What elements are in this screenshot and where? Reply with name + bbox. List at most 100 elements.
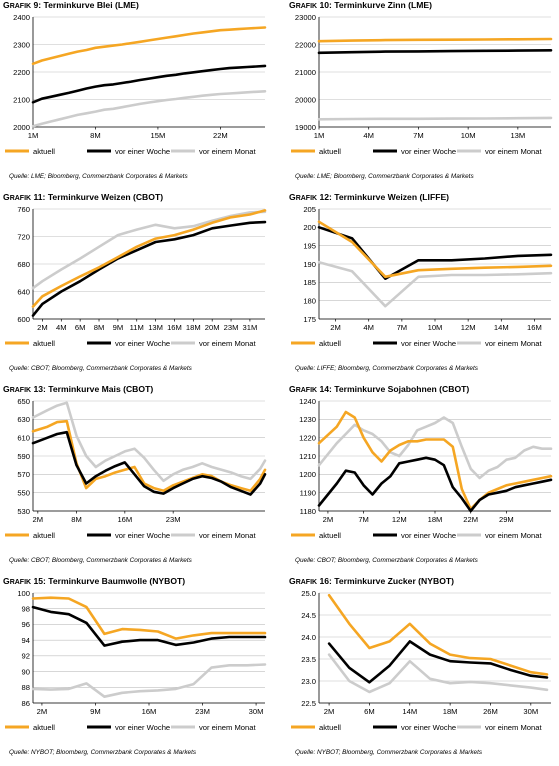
x-tick-label: 20M — [205, 323, 220, 332]
x-tick-label: 10M — [428, 323, 443, 332]
y-tick-label: 195 — [303, 241, 316, 250]
y-tick-label: 92 — [22, 652, 30, 661]
x-tick-label: 23M — [195, 707, 210, 716]
series-line-vor-einer-Woche — [317, 456, 553, 513]
y-tick-label: 760 — [17, 205, 30, 214]
series-line-aktuell — [31, 26, 267, 66]
x-tick-label: 6M — [75, 323, 86, 332]
y-tick-label: 1230 — [299, 415, 316, 424]
chart-title-number: 10: — [317, 0, 335, 10]
y-tick-label: 22000 — [295, 40, 316, 49]
x-tick-label: 7M — [397, 323, 408, 332]
chart-svg: 2000 2100 2200 2300 2400 1M 8M 15M 22M aktuell vor… — [5, 13, 267, 156]
chart-panel-g11: GRAFIK 11: Terminkurve Weizen (CBOT) 600 6… — [3, 192, 273, 382]
y-tick-label: 200 — [303, 223, 316, 232]
x-tick-label: 4M — [363, 323, 374, 332]
y-tick-label: 610 — [17, 433, 30, 442]
y-tick-label: 100 — [17, 589, 30, 598]
legend-label: vor einer Woche — [115, 147, 170, 156]
x-tick-label: 22M — [463, 515, 478, 524]
x-tick-label: 7M — [358, 515, 369, 524]
y-tick-label: 640 — [17, 287, 30, 296]
series-line-vor-einem-Monat — [317, 416, 553, 480]
x-tick-label: 9M — [90, 707, 101, 716]
series-line-vor-einem-Monat — [327, 653, 549, 694]
x-tick-label: 2M — [323, 515, 334, 524]
y-tick-label: 94 — [22, 636, 30, 645]
x-tick-label: 22M — [213, 131, 228, 140]
chart-title: GRAFIK 9: Terminkurve Blei (LME) — [3, 0, 139, 10]
y-tick-label: 19000 — [295, 123, 316, 132]
y-tick-label: 2200 — [13, 68, 30, 77]
x-tick-label: 31M — [243, 323, 258, 332]
chart-panel-g12: GRAFIK 12: Terminkurve Weizen (LIFFE) 175… — [289, 192, 559, 382]
chart-source: Quelle: CBOT; Bloomberg, Commerzbank Cor… — [295, 557, 478, 564]
y-tick-label: 185 — [303, 278, 316, 287]
chart-svg: 22.5 23.0 23.5 24.0 24.5 25.0 2M 6M 14M 18M 26M 30M… — [291, 589, 551, 732]
chart-source: Quelle: CBOT; Bloomberg, Commerzbank Cor… — [9, 557, 192, 564]
legend-label: vor einem Monat — [199, 531, 256, 540]
y-tick-label: 22.5 — [301, 699, 316, 708]
series-line-vor-einem-Monat — [31, 663, 267, 698]
x-tick-label: 15M — [151, 131, 166, 140]
legend: aktuell vor einer Woche vor einem Monat — [291, 147, 542, 156]
y-tick-label: 205 — [303, 205, 316, 214]
series-line-aktuell — [31, 596, 267, 640]
chart-svg: 86 88 90 92 94 96 98 100 2M 9M 16M 23M 30M aktuell vor… — [5, 589, 267, 732]
x-tick-label: 12M — [461, 323, 476, 332]
series-line-vor-einer-Woche — [327, 640, 549, 684]
y-tick-label: 2300 — [13, 40, 30, 49]
series-line-vor-einer-Woche — [31, 430, 267, 496]
y-tick-label: 1200 — [299, 470, 316, 479]
x-tick-label: 16M — [527, 323, 542, 332]
y-tick-label: 90 — [22, 667, 30, 676]
chart-panel-g10: GRAFIK 10: Terminkurve Zinn (LME) 19000 20… — [289, 0, 559, 190]
chart-svg: 1180 1190 1200 1210 1220 1230 1240 2M 7M 12M 18M 22… — [291, 397, 553, 540]
x-tick-label: 10M — [461, 131, 476, 140]
x-tick-label: 4M — [363, 131, 374, 140]
legend: aktuell vor einer Woche vor einem Monat — [5, 723, 256, 732]
chart-title-number: 11: — [31, 192, 48, 202]
x-tick-label: 7M — [413, 131, 424, 140]
legend-label: vor einer Woche — [115, 531, 170, 540]
series-line-aktuell — [317, 37, 553, 43]
x-tick-label: 29M — [499, 515, 514, 524]
x-tick-label: 12M — [392, 515, 407, 524]
legend-label: vor einem Monat — [199, 147, 256, 156]
series-line-aktuell — [327, 593, 549, 676]
series-line-vor-einer-Woche — [31, 64, 267, 104]
legend-label: vor einem Monat — [485, 339, 542, 348]
x-tick-label: 30M — [523, 707, 538, 716]
y-tick-label: 650 — [17, 397, 30, 406]
y-tick-label: 1180 — [300, 507, 316, 516]
x-tick-label: 8M — [90, 131, 101, 140]
x-tick-label: 1M — [314, 131, 325, 140]
chart-title-text: Terminkurve Weizen (CBOT) — [47, 192, 164, 202]
legend-label: aktuell — [33, 723, 55, 732]
series-line-vor-einem-Monat — [317, 116, 553, 121]
chart-title-text: Terminkurve Weizen (LIFFE) — [334, 192, 450, 202]
legend-label: vor einem Monat — [485, 147, 542, 156]
chart-title-text: Terminkurve Zucker (NYBOT) — [334, 576, 454, 586]
y-tick-label: 570 — [17, 470, 30, 479]
chart-panel-g14: GRAFIK 14: Terminkurve Sojabohnen (CBOT)… — [289, 384, 559, 574]
x-tick-label: 23M — [166, 515, 181, 524]
x-tick-label: 26M — [483, 707, 498, 716]
chart-title-prefix: GRAFIK — [289, 192, 318, 202]
x-tick-label: 14M — [494, 323, 509, 332]
x-tick-label: 4M — [56, 323, 67, 332]
chart-title-number: 14: — [317, 384, 335, 394]
y-tick-label: 86 — [22, 699, 30, 708]
chart-title-prefix: GRAFIK — [3, 576, 32, 586]
y-tick-label: 88 — [22, 683, 30, 692]
y-tick-label: 96 — [22, 620, 30, 629]
chart-svg: 19000 20000 21000 22000 23000 1M 4M 7M 10M 13M akt… — [291, 13, 553, 156]
y-tick-label: 530 — [17, 507, 30, 516]
y-tick-label: 1190 — [300, 488, 316, 497]
x-tick-label: 2M — [330, 323, 341, 332]
x-tick-label: 13M — [510, 131, 525, 140]
y-tick-label: 2000 — [13, 123, 30, 132]
chart-title-prefix: GRAFIK — [289, 384, 318, 394]
y-tick-label: 21000 — [295, 68, 316, 77]
chart-svg: 530 550 570 590 610 630 650 2M 8M 16M 23M aktuell vo… — [5, 397, 267, 540]
